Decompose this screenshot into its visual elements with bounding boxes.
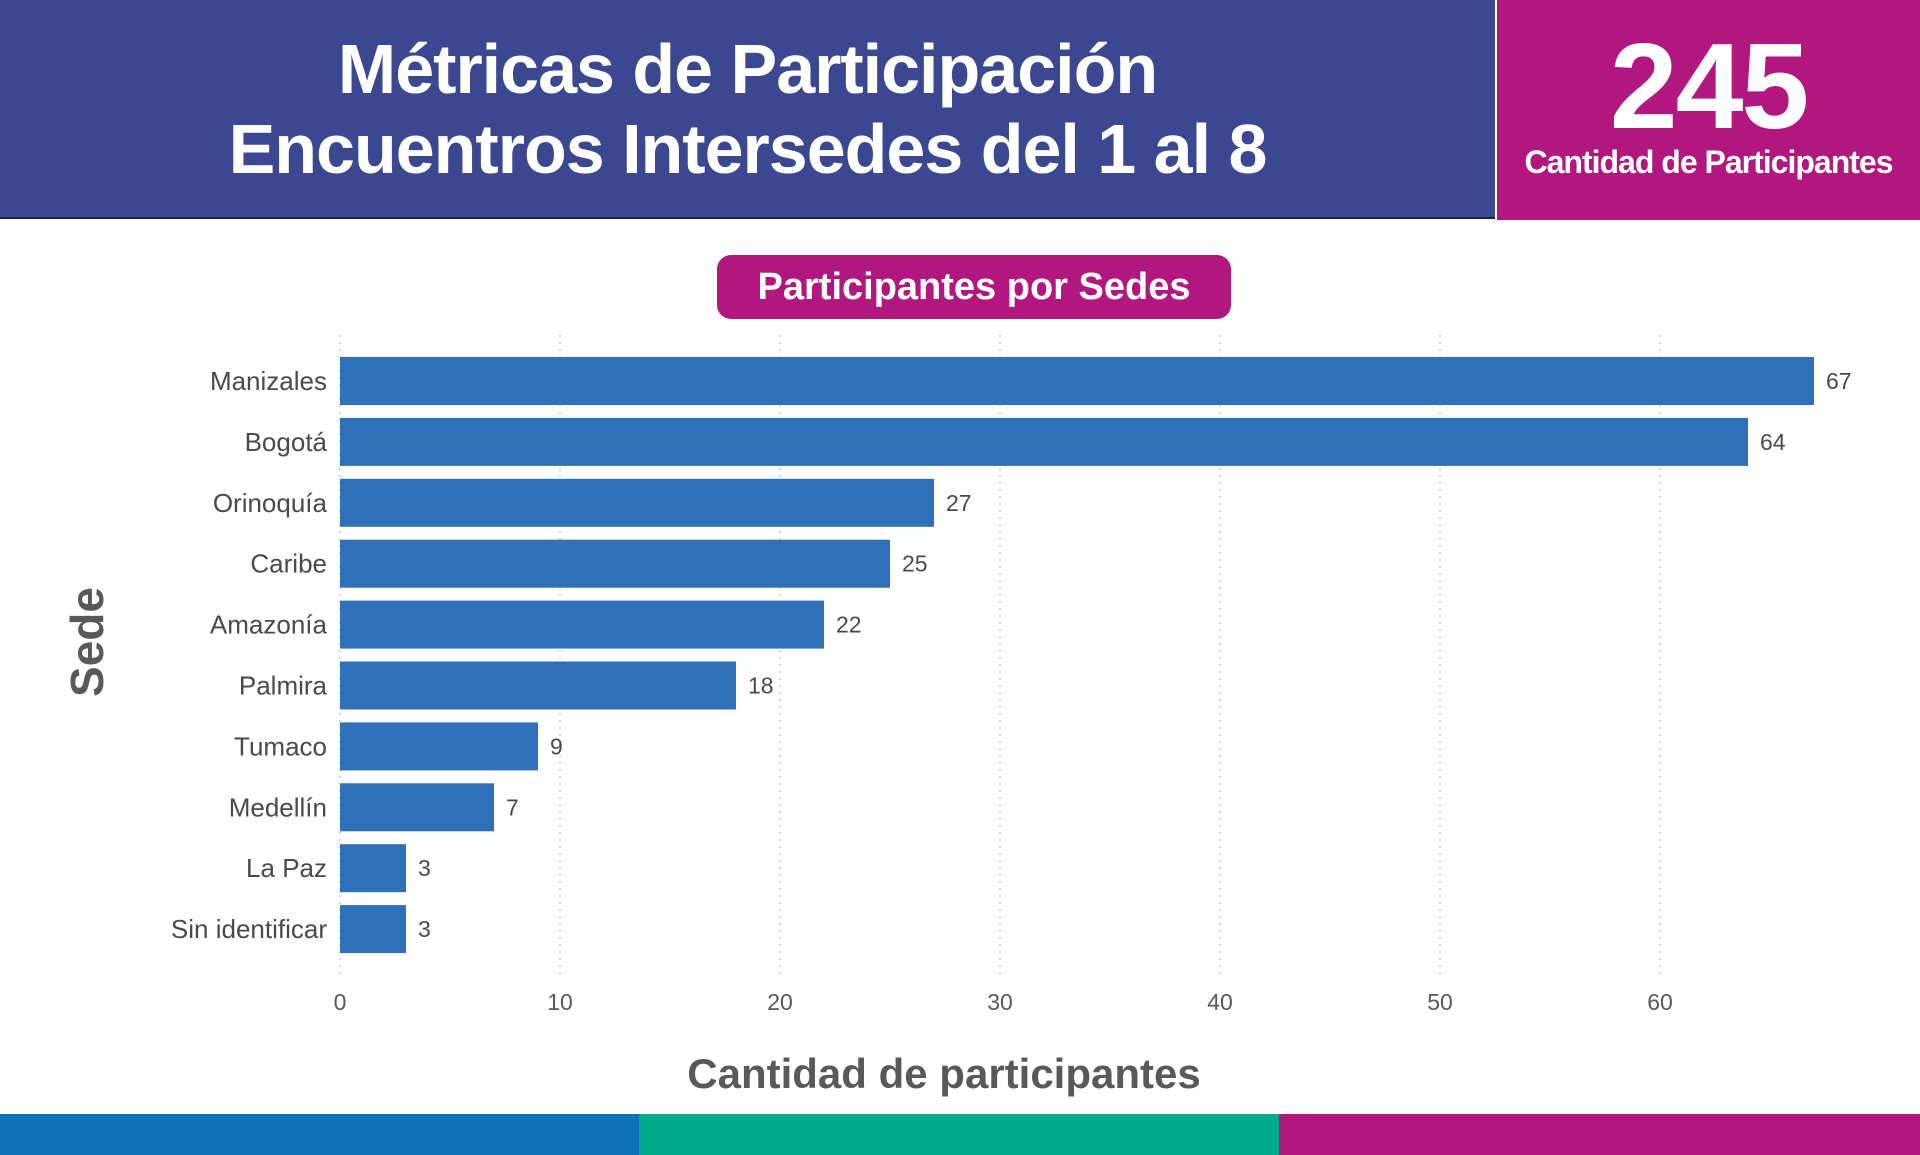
footer-stripe-blue [0, 1114, 639, 1155]
bar [340, 539, 890, 588]
bar [340, 417, 1748, 466]
y-tick-label: La Paz [246, 853, 327, 883]
chart-bars: Manizales 67 Bogotá 64 Orinoquía 27 Caribe 25 Am… [171, 357, 1852, 954]
page-title-line2: Encuentros Intersedes del 1 al 8 [228, 109, 1268, 188]
data-label: 7 [506, 794, 519, 820]
x-tick-label: 0 [334, 989, 347, 1015]
data-label: 27 [946, 490, 972, 516]
bar [340, 600, 824, 649]
header-title-panel: Métricas de Participación Encuentros Int… [0, 0, 1495, 219]
data-label: 22 [836, 612, 862, 638]
x-tick-label: 20 [767, 989, 793, 1015]
x-tick-label: 40 [1207, 989, 1233, 1015]
footer-stripe-green [639, 1114, 1279, 1155]
x-tick-label: 30 [987, 989, 1013, 1015]
bar [340, 357, 1814, 405]
total-participants-value: 245 [1609, 18, 1810, 154]
page-title-line1: Métricas de Participación [337, 29, 1158, 108]
y-axis-label: Sede [61, 587, 113, 697]
x-axis-label: Cantidad de participantes [687, 1050, 1200, 1097]
chart-title: Participantes por Sedes [717, 255, 1231, 319]
data-label: 9 [550, 733, 563, 759]
bar-chart: Manizales 67 Bogotá 64 Orinoquía 27 Caribe 25 Am… [61, 335, 1852, 1097]
x-tick-label: 60 [1647, 989, 1673, 1015]
y-tick-label: Bogotá [245, 427, 328, 457]
data-label: 64 [1760, 429, 1786, 455]
y-tick-label: Sin identificar [171, 914, 327, 944]
y-tick-label: Tumaco [234, 731, 327, 761]
y-tick-label: Caribe [250, 549, 327, 579]
data-label: 3 [418, 855, 431, 881]
y-tick-label: Palmira [239, 671, 328, 701]
data-label: 67 [1826, 368, 1852, 394]
bar [340, 722, 538, 771]
data-label: 25 [902, 551, 928, 577]
chart-x-ticks: 0 10 20 30 40 50 60 [334, 989, 1673, 1015]
data-label: 18 [748, 673, 774, 699]
data-label: 3 [418, 916, 431, 942]
y-tick-label: Manizales [210, 366, 327, 396]
bar [340, 844, 406, 893]
bar [340, 783, 494, 832]
bar [340, 478, 934, 527]
y-tick-label: Amazonía [210, 610, 328, 640]
x-tick-label: 10 [547, 989, 573, 1015]
total-participants-label: Cantidad de Participantes [1524, 144, 1894, 180]
total-participants-panel: 245 Cantidad de Participantes [1497, 0, 1920, 220]
footer-stripe-magenta [1279, 1114, 1920, 1155]
bar [340, 905, 406, 954]
bar [340, 661, 736, 710]
y-tick-label: Medellín [229, 792, 327, 822]
y-tick-label: Orinoquía [213, 488, 328, 518]
x-tick-label: 50 [1427, 989, 1453, 1015]
